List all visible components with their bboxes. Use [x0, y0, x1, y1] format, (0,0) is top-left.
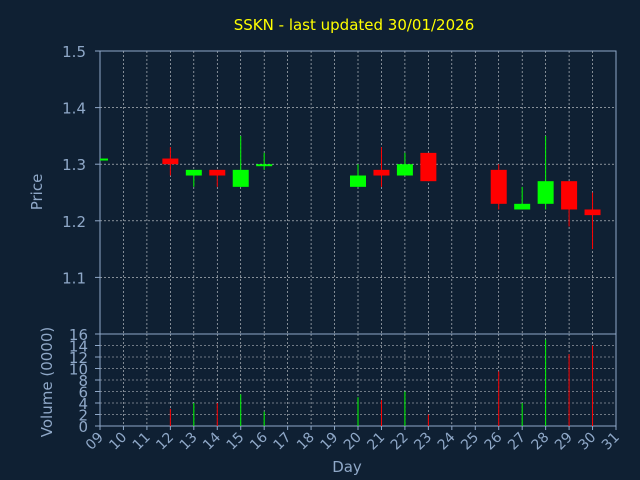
day-tick-label: 12 — [153, 430, 177, 454]
day-tick-label: 14 — [200, 429, 224, 453]
price-tick-label: 1.5 — [62, 43, 86, 61]
candle-body — [162, 158, 179, 165]
day-tick-label: 24 — [435, 429, 459, 453]
price-tick-label: 1.1 — [62, 269, 86, 287]
candle-body — [584, 209, 601, 216]
volume-bars — [169, 339, 594, 426]
volume-tick-label: 8 — [78, 372, 88, 390]
volume-tick-label: 16 — [69, 326, 88, 344]
volume-tick-label: 12 — [69, 349, 88, 367]
candle-body — [256, 164, 273, 167]
day-tick-label: 13 — [177, 430, 201, 454]
day-tick-label: 23 — [411, 430, 435, 454]
candle-body — [420, 152, 437, 182]
candle-body — [373, 169, 390, 176]
day-tick-label: 25 — [458, 430, 482, 454]
candle-body — [537, 181, 554, 204]
x-axis-title: Day — [332, 458, 362, 476]
volume-tick-label: 10 — [69, 361, 88, 379]
day-tick-label: 26 — [482, 429, 506, 453]
candle-body — [561, 181, 578, 210]
chart-title: SSKN - last updated 30/01/2026 — [234, 16, 474, 34]
day-tick-label: 11 — [130, 430, 154, 454]
day-tick-label: 30 — [575, 430, 599, 454]
day-tick-label: 29 — [552, 430, 576, 454]
volume-tick-label: 2 — [78, 407, 88, 425]
grid-layer — [100, 50, 616, 427]
candle-body — [350, 175, 366, 187]
volume-tick-label: 4 — [78, 395, 88, 413]
day-tick-label: 20 — [341, 430, 365, 454]
day-tick-label: 28 — [529, 430, 553, 454]
price-tick-labels: 1.1 1.2 1.3 1.4 1.5 — [62, 43, 100, 287]
day-tick-label: 10 — [106, 430, 130, 454]
day-tick-label: 31 — [599, 430, 623, 454]
candle-body — [490, 169, 507, 204]
day-tick-label: 15 — [224, 430, 248, 454]
day-tick-label: 19 — [317, 430, 341, 454]
candle-body — [232, 169, 249, 187]
y-axis-title: Price — [28, 174, 46, 211]
candle-body — [396, 164, 413, 176]
day-tick-label: 17 — [271, 430, 295, 454]
price-tick-label: 1.2 — [62, 213, 86, 231]
price-tick-label: 1.4 — [62, 100, 86, 118]
candle-body — [209, 169, 226, 176]
candles — [100, 135, 601, 250]
candle-body — [185, 169, 202, 176]
day-tick-label: 21 — [364, 430, 388, 454]
volume-tick-label: 14 — [69, 338, 88, 356]
volume-tick-label: 6 — [78, 384, 88, 402]
day-tick-labels: 09 10 11 12 13 14 15 16 17 18 19 20 21 22 23 24 25 26 27 28… — [83, 426, 623, 453]
volume-tick-label: 0 — [78, 418, 88, 436]
candle-body — [514, 203, 531, 210]
day-tick-label: 27 — [505, 430, 529, 454]
volume-axis-title: Volume (0000) — [38, 327, 56, 437]
day-tick-label: 18 — [294, 430, 318, 454]
price-tick-label: 1.3 — [62, 156, 86, 174]
day-tick-label: 22 — [388, 430, 412, 454]
day-tick-label: 16 — [247, 429, 271, 453]
candle-body — [100, 158, 108, 161]
